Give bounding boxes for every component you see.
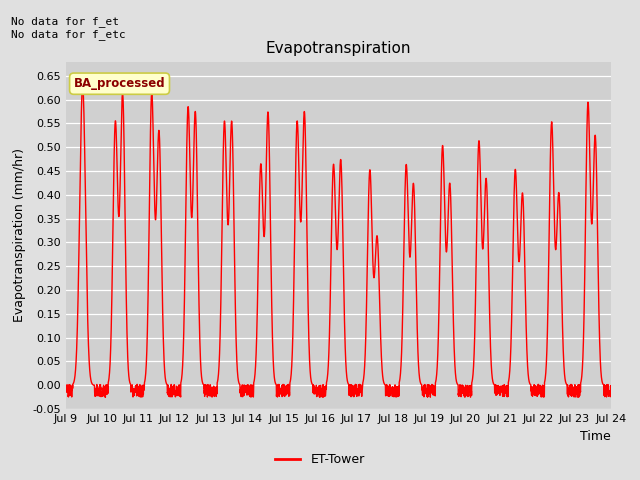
X-axis label: Time: Time xyxy=(580,430,611,443)
Text: No data for f_et
No data for f_etc: No data for f_et No data for f_etc xyxy=(11,16,125,40)
Y-axis label: Evapotranspiration (mm/hr): Evapotranspiration (mm/hr) xyxy=(13,148,26,322)
Text: BA_processed: BA_processed xyxy=(74,77,165,90)
Legend: ET-Tower: ET-Tower xyxy=(270,448,370,471)
Title: Evapotranspiration: Evapotranspiration xyxy=(266,41,411,56)
